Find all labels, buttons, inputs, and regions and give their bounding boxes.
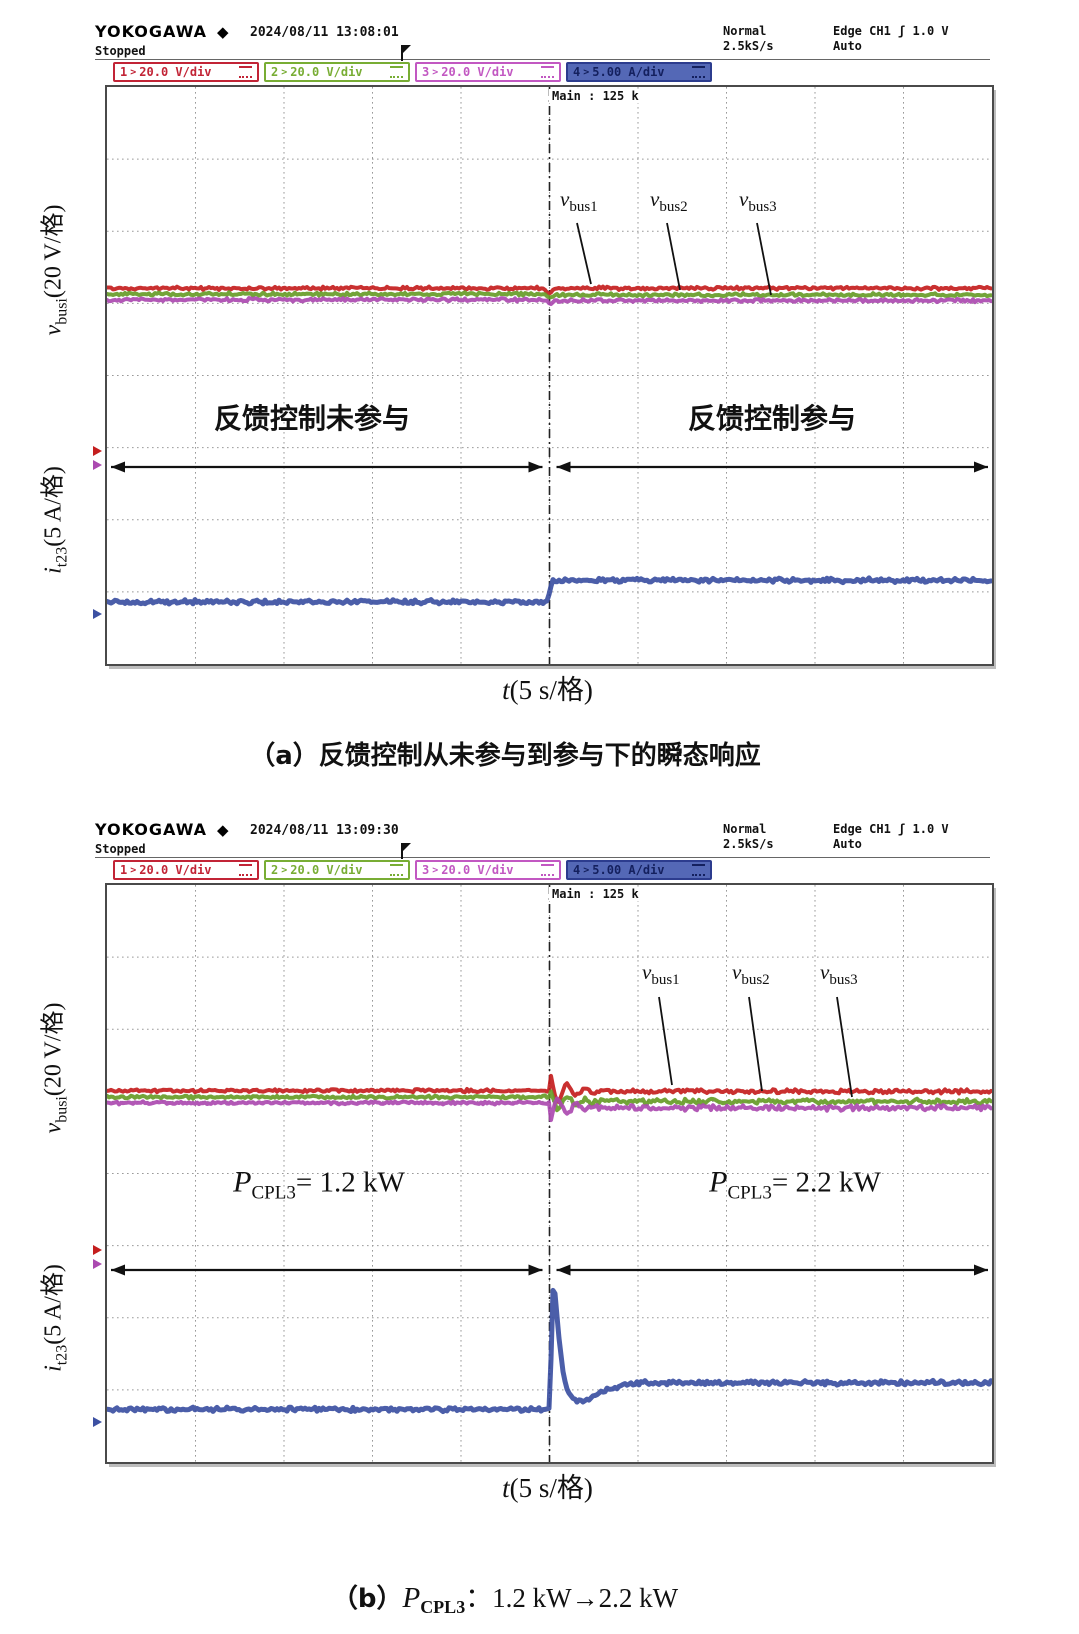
trace-vbus2 (107, 290, 992, 300)
trace-it23 (107, 575, 992, 607)
scope-datetime: 2024/08/11 13:08:01 (250, 25, 399, 40)
trace-label-vbus2: vbus2 (650, 187, 688, 216)
edge-slope-icon: ʃ (898, 24, 906, 38)
leader-line (666, 222, 681, 291)
trigger-position-icon (401, 843, 411, 859)
trigger-position-icon (401, 45, 411, 61)
dc-coupling-icon (239, 864, 252, 876)
region-annotation: PCPL3= 2.2 kW (709, 1165, 881, 1204)
region-annotation: 反馈控制参与 (687, 402, 857, 435)
subfigure-caption-a: （a）反馈控制从未参与到参与下的瞬态响应 (249, 741, 761, 771)
edge-slope-icon: ʃ (898, 822, 906, 836)
dc-coupling-icon (390, 66, 403, 78)
trace-label-vbus1: vbus1 (560, 187, 598, 216)
leader-line (836, 996, 853, 1098)
brand-diamond-icon: ◆ (217, 821, 230, 839)
sample-rate: 2.5kS/s (723, 39, 774, 53)
region-annotation: 反馈控制未参与 (213, 402, 411, 435)
trigger-mode: Normal (723, 822, 767, 836)
trigger-sweep: Auto (833, 837, 862, 851)
sample-rate: 2.5kS/s (723, 837, 774, 851)
channel-badge-ch1: 1 >20.0 V/div (113, 860, 259, 880)
trace-label-vbus3: vbus3 (820, 960, 858, 989)
acquisition-status: Stopped (95, 842, 146, 856)
channel-badges: 1 >20.0 V/div 2 >20.0 V/div 3 >20.0 V/div 4… (113, 860, 712, 880)
channel-badge-ch3: 3 >20.0 V/div (415, 62, 561, 82)
channel-badge-ch4: 4 >5.00 A/div (566, 860, 712, 880)
arrowhead-left (111, 1264, 125, 1276)
scope-brand: YOKOGAWA ◆ (95, 820, 230, 839)
channel-badge-ch3: 3 >20.0 V/div (415, 860, 561, 880)
brand-text: YOKOGAWA (95, 820, 208, 839)
grid-lines (107, 87, 992, 664)
channel-position-marker-icon (93, 1259, 102, 1270)
channel-badge-ch1: 1 >20.0 V/div (113, 62, 259, 82)
grid-lines (107, 885, 992, 1462)
trace-label-vbus1: vbus1 (642, 960, 680, 989)
channel-badge-ch2: 2 >20.0 V/div (264, 62, 410, 82)
trace-it23 (107, 1287, 992, 1415)
arrowhead-right (974, 461, 988, 473)
arrowhead-right (974, 1264, 988, 1276)
leader-line (658, 996, 673, 1086)
scope-datetime: 2024/08/11 13:09:30 (250, 823, 399, 838)
trace-vbus1 (107, 284, 992, 296)
leader-line (576, 222, 592, 285)
trigger-info: Edge CH1 ʃ 1.0 V Auto (833, 24, 949, 54)
trigger-sweep: Auto (833, 39, 862, 53)
arrowhead-right (528, 461, 543, 473)
x-axis-label: t(5 s/格) (502, 675, 593, 705)
leader-line (748, 996, 763, 1092)
dc-coupling-icon (390, 864, 403, 876)
arrowhead-right (528, 1264, 543, 1276)
arrowhead-left (556, 1264, 571, 1276)
brand-diamond-icon: ◆ (217, 23, 230, 41)
trace-vbus3 (107, 296, 992, 307)
trigger-source: Edge CH1 ʃ 1.0 V (833, 822, 949, 836)
brand-text: YOKOGAWA (95, 22, 208, 41)
channel-badge-ch4: 4 >5.00 A/div (566, 62, 712, 82)
header-divider (95, 59, 990, 60)
trace-vbus1 (107, 1073, 992, 1105)
acquisition-info: Normal 2.5kS/s (723, 24, 774, 54)
leader-line (756, 222, 772, 296)
region-annotation: PCPL3= 1.2 kW (233, 1165, 405, 1204)
oscilloscope-panel-a: YOKOGAWA ◆ 2024/08/11 13:08:01 Normal 2.5… (0, 0, 1079, 798)
scope-brand: YOKOGAWA ◆ (95, 22, 230, 41)
channel-position-marker-icon (93, 1417, 102, 1428)
dc-coupling-icon (541, 66, 554, 78)
trace-vbus3 (107, 1096, 992, 1123)
trace-label-vbus3: vbus3 (739, 187, 777, 216)
channel-position-marker-icon (93, 459, 102, 470)
channel-badges: 1 >20.0 V/div 2 >20.0 V/div 3 >20.0 V/div 4… (113, 62, 712, 82)
trace-vbus2 (107, 1089, 992, 1113)
dc-coupling-icon (239, 66, 252, 78)
waveform-svg (107, 87, 992, 664)
arrowhead-left (111, 461, 125, 473)
trigger-source: Edge CH1 ʃ 1.0 V (833, 24, 949, 38)
record-length-label: Main : 125 k (549, 89, 642, 103)
waveform-display: Main : 125 k vbus1 vbus2 vbus3 PCPL3= 1.2 k… (93, 883, 994, 1464)
subfigure-caption-b: （b）PCPL3：1.2 kW→2.2 kW (331, 1582, 679, 1617)
acquisition-status: Stopped (95, 44, 146, 58)
header-divider (95, 857, 990, 858)
channel-position-marker-icon (93, 1244, 102, 1255)
dc-coupling-icon (692, 66, 705, 78)
waveform-display: Main : 125 k vbus1 vbus2 vbus3 反馈控制未参与 反馈控制参… (93, 85, 994, 666)
trigger-info: Edge CH1 ʃ 1.0 V Auto (833, 822, 949, 852)
x-axis-label: t(5 s/格) (502, 1473, 593, 1503)
record-length-label: Main : 125 k (549, 887, 642, 901)
channel-position-marker-icon (93, 609, 102, 620)
channel-position-marker-icon (93, 446, 102, 457)
dc-coupling-icon (692, 864, 705, 876)
trigger-mode: Normal (723, 24, 767, 38)
trace-label-vbus2: vbus2 (732, 960, 770, 989)
channel-badge-ch2: 2 >20.0 V/div (264, 860, 410, 880)
dc-coupling-icon (541, 864, 554, 876)
oscilloscope-panel-b: YOKOGAWA ◆ 2024/08/11 13:09:30 Normal 2.5… (0, 798, 1079, 1634)
waveform-svg (107, 885, 992, 1462)
acquisition-info: Normal 2.5kS/s (723, 822, 774, 852)
arrowhead-left (556, 461, 571, 473)
